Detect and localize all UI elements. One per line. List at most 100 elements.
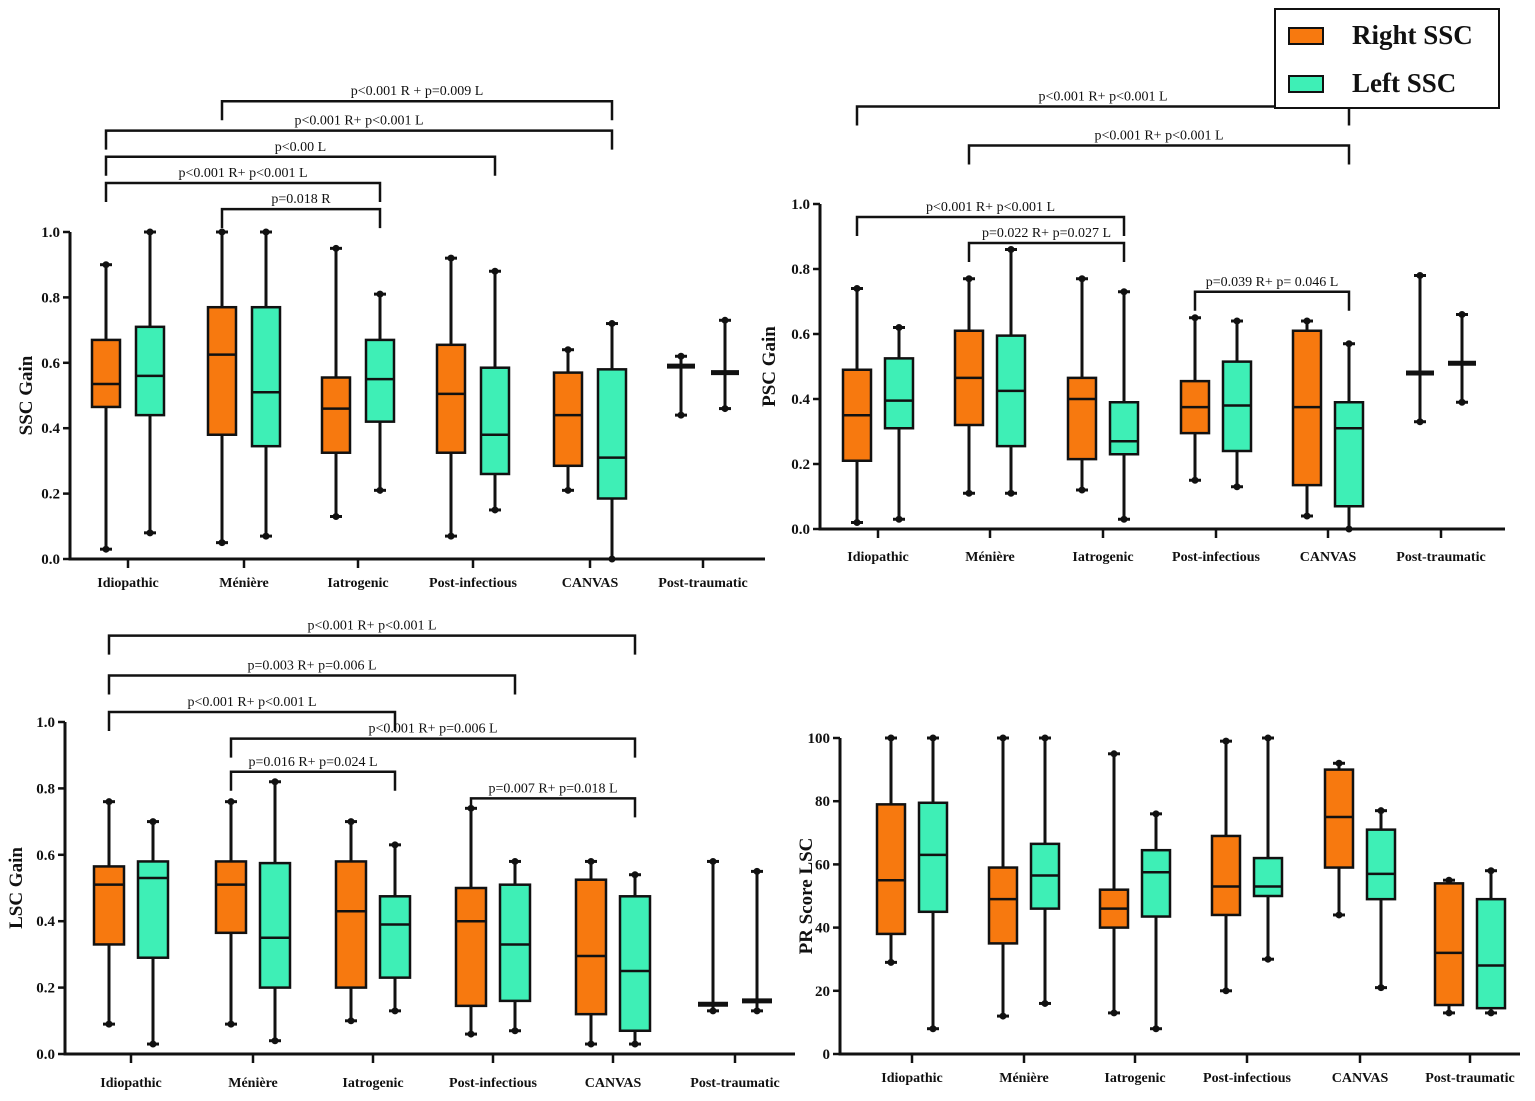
box-right-iatrogenic bbox=[1066, 275, 1098, 494]
box-left-idiopathic bbox=[134, 228, 166, 537]
data-point bbox=[1120, 288, 1128, 296]
box-left-iatrogenic bbox=[378, 841, 412, 1015]
box-right-iatrogenic bbox=[1098, 750, 1130, 1017]
legend: Right SSC Left SSC bbox=[1274, 8, 1500, 109]
box-left-m-ni-re bbox=[995, 246, 1027, 497]
box-left-iatrogenic bbox=[1108, 288, 1140, 523]
y-axis-label: PSC Gain bbox=[759, 326, 780, 407]
box bbox=[435, 343, 467, 454]
y-tick-label: 0.2 bbox=[791, 457, 810, 473]
significance-bracket: p=0.022 R+ p=0.027 L bbox=[967, 226, 1126, 262]
data-point bbox=[721, 405, 729, 413]
x-tick-label: Post-infectious bbox=[449, 1076, 537, 1091]
box-right-post-infectious bbox=[1179, 314, 1211, 484]
box-right-canvas bbox=[574, 857, 608, 1048]
box bbox=[134, 325, 166, 417]
legend-swatch-right bbox=[1288, 26, 1324, 45]
y-tick-label: 0 bbox=[823, 1047, 831, 1063]
data-point bbox=[608, 320, 616, 328]
bracket-p-value: p<0.001 R + p=0.009 L bbox=[351, 84, 484, 99]
bracket-p-value: p<0.001 R+ p<0.001 L bbox=[1038, 90, 1167, 105]
y-tick-label: 0.0 bbox=[36, 1047, 55, 1063]
data-point bbox=[887, 958, 895, 966]
data-point bbox=[1264, 734, 1272, 742]
data-point bbox=[1345, 525, 1353, 533]
data-point bbox=[895, 515, 903, 523]
box bbox=[454, 886, 488, 1008]
x-tick-label: Iatrogenic bbox=[1104, 1071, 1165, 1086]
box-left-post-infectious bbox=[498, 857, 532, 1035]
bracket-line bbox=[107, 634, 637, 655]
data-point bbox=[1303, 512, 1311, 520]
data-point bbox=[376, 290, 384, 298]
box bbox=[90, 338, 122, 409]
y-tick-label: 1.0 bbox=[41, 225, 60, 241]
x-tick-label: Idiopathic bbox=[847, 550, 908, 565]
box bbox=[1252, 856, 1284, 898]
box bbox=[1433, 882, 1465, 1007]
data-point bbox=[227, 1020, 235, 1028]
significance-bracket: p<0.001 R+ p=0.006 L bbox=[229, 722, 637, 758]
x-tick-label: CANVAS bbox=[1300, 550, 1357, 565]
data-point bbox=[721, 316, 729, 324]
x-tick-label: Idiopathic bbox=[97, 576, 158, 591]
data-point bbox=[929, 1025, 937, 1033]
data-point bbox=[1445, 1009, 1453, 1017]
data-point bbox=[1152, 1025, 1160, 1033]
box bbox=[618, 895, 652, 1033]
bracket-line bbox=[855, 105, 1351, 126]
data-point bbox=[262, 228, 270, 236]
data-point bbox=[102, 545, 110, 553]
box bbox=[552, 371, 584, 468]
data-point bbox=[511, 1027, 519, 1035]
data-point bbox=[1233, 483, 1241, 491]
box-left-iatrogenic bbox=[364, 290, 396, 494]
significance-bracket: p<0.001 R+ p<0.001 L bbox=[107, 619, 637, 655]
data-point bbox=[1335, 759, 1343, 767]
data-point bbox=[332, 512, 340, 520]
y-tick-label: 0.8 bbox=[36, 781, 55, 797]
box-right-idiopathic bbox=[92, 798, 126, 1028]
y-tick-label: 0.0 bbox=[791, 522, 810, 538]
data-point bbox=[227, 798, 235, 806]
x-tick-label: Ménière bbox=[219, 576, 269, 591]
significance-bracket: p<0.001 R+ p<0.001 L bbox=[107, 695, 397, 732]
legend-swatch-left bbox=[1288, 74, 1324, 93]
box-left-iatrogenic bbox=[1140, 810, 1172, 1033]
x-tick-label: Post-traumatic bbox=[1396, 550, 1485, 565]
box bbox=[92, 865, 126, 946]
x-tick-label: Ménière bbox=[999, 1071, 1049, 1086]
bracket-p-value: p<0.001 R+ p<0.001 L bbox=[187, 695, 316, 710]
y-tick-label: 1.0 bbox=[36, 715, 55, 731]
panel-psc-gain: 0.0 0.2 0.4 0.6 0.8 1.0 PSC Gain Idiopathic Méni… bbox=[759, 90, 1505, 565]
y-tick-label: 0.2 bbox=[36, 981, 55, 997]
box-left-idiopathic bbox=[883, 324, 915, 523]
x-tick-label: Iatrogenic bbox=[342, 1076, 403, 1091]
x-tick-label: Idiopathic bbox=[881, 1071, 942, 1086]
box bbox=[574, 878, 608, 1016]
significance-bracket: p<0.001 R+ p<0.001 L bbox=[967, 129, 1351, 165]
x-tick-label: Post-traumatic bbox=[690, 1076, 779, 1091]
y-tick-label: 0.6 bbox=[41, 356, 60, 372]
data-point bbox=[631, 871, 639, 879]
data-point bbox=[1487, 867, 1495, 875]
box-left-post-traumatic bbox=[711, 316, 739, 413]
box bbox=[378, 895, 412, 979]
data-point bbox=[709, 857, 717, 865]
box bbox=[136, 860, 170, 959]
box bbox=[875, 803, 907, 936]
y-tick-label: 0.8 bbox=[41, 290, 60, 306]
x-tick-label: Post-traumatic bbox=[1425, 1071, 1514, 1086]
y-tick-label: 100 bbox=[808, 731, 831, 747]
data-point bbox=[511, 857, 519, 865]
data-point bbox=[999, 734, 1007, 742]
data-point bbox=[1110, 1009, 1118, 1017]
y-tick-label: 20 bbox=[815, 984, 830, 1000]
bracket-p-value: p=0.039 R+ p= 0.046 L bbox=[1206, 275, 1339, 290]
x-tick-label: Post-infectious bbox=[429, 576, 517, 591]
y-tick-label: 0.0 bbox=[41, 552, 60, 568]
data-point bbox=[677, 411, 685, 419]
data-point bbox=[1335, 911, 1343, 919]
box bbox=[364, 338, 396, 423]
box-left-post-infectious bbox=[1252, 734, 1284, 963]
